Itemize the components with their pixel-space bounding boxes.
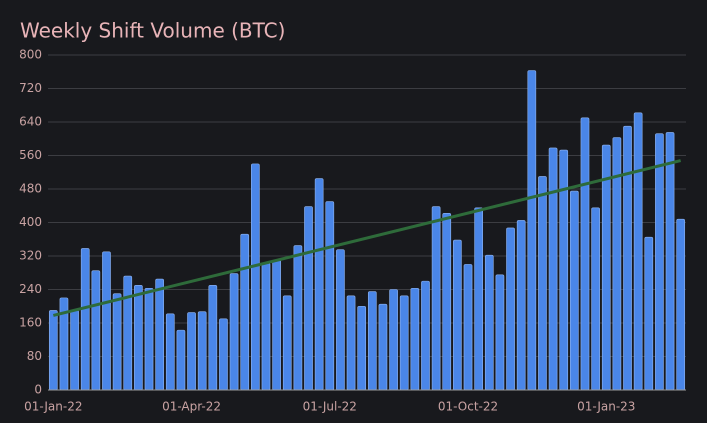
bar [187, 312, 196, 391]
bar [378, 303, 388, 391]
bar [48, 310, 58, 391]
x-tick-label: 01-Apr-22 [162, 400, 221, 414]
y-tick-label: 640 [19, 115, 42, 129]
bar [251, 163, 260, 391]
bar [516, 220, 526, 391]
bar [134, 285, 143, 391]
y-tick-label: 400 [19, 215, 42, 229]
bar [346, 295, 356, 391]
bar [112, 293, 122, 391]
y-tick-label: 160 [19, 316, 42, 330]
bar [70, 310, 79, 391]
bar [442, 212, 452, 391]
bar [527, 70, 537, 391]
bar [559, 149, 569, 391]
bar [219, 318, 228, 391]
bar [389, 289, 398, 391]
bar [463, 264, 473, 391]
bar [367, 291, 377, 391]
bar [538, 176, 547, 391]
bar [165, 313, 175, 391]
trend-line [52, 159, 682, 317]
x-tick-label: 01-Jan-22 [24, 400, 82, 414]
bar [208, 285, 218, 391]
bar [580, 117, 590, 391]
bar [80, 248, 90, 391]
y-tick-label: 560 [19, 148, 42, 162]
bar [155, 278, 164, 391]
bar [495, 274, 505, 391]
bar [570, 190, 579, 391]
bar [474, 207, 483, 391]
bar [197, 311, 207, 391]
y-tick-label: 240 [19, 282, 42, 296]
y-tick-label: 80 [27, 349, 42, 363]
bar [676, 218, 686, 391]
bar [665, 132, 675, 391]
bar [633, 112, 643, 391]
bar [506, 227, 515, 391]
bar [336, 249, 345, 391]
y-tick-label: 720 [19, 81, 42, 95]
bar [421, 280, 430, 391]
bar [453, 239, 462, 391]
bar [272, 259, 281, 391]
bar [623, 125, 632, 391]
bar [410, 287, 420, 391]
bar [293, 245, 303, 391]
y-tick-label: 0 [34, 383, 42, 397]
bar [601, 144, 611, 391]
bar [261, 262, 271, 391]
bar [240, 233, 250, 391]
bar [431, 206, 441, 391]
x-tick-label: 01-Oct-22 [438, 400, 498, 414]
bar [399, 295, 409, 391]
bar [655, 133, 664, 391]
bar [484, 254, 494, 391]
bar [123, 275, 133, 391]
bar [176, 329, 186, 391]
x-tick-label: 01-Jan-23 [577, 400, 635, 414]
y-tick-label: 480 [19, 182, 42, 196]
bar [644, 236, 654, 391]
bar [548, 147, 558, 391]
x-tick-label: 01-Jul-22 [303, 400, 357, 414]
y-tick-label: 800 [19, 48, 42, 62]
bar [102, 251, 111, 391]
bar [325, 201, 335, 391]
bar [314, 178, 324, 391]
bar [357, 305, 367, 391]
bar [304, 206, 313, 391]
bar [144, 287, 154, 391]
bar [591, 207, 600, 391]
bar [282, 295, 292, 391]
bar [91, 270, 101, 391]
bar [229, 273, 239, 391]
chart-title: Weekly Shift Volume (BTC) [20, 19, 285, 43]
y-tick-label: 320 [19, 249, 42, 263]
